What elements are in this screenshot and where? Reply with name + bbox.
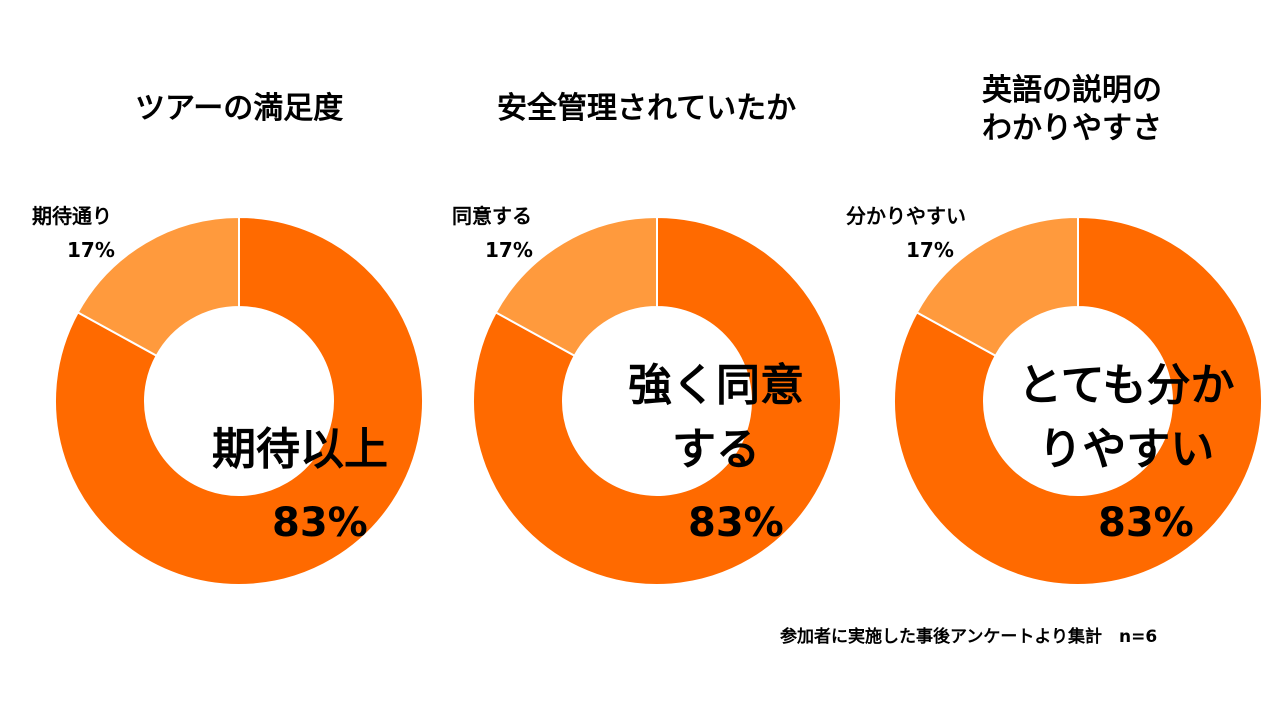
chart-3-title-line-2: わかりやすさ: [982, 111, 1162, 146]
chart-3-major-label-line-1: とても分か: [1018, 360, 1235, 411]
chart-3-title: 英語の説明の わかりやすさ: [982, 72, 1162, 148]
chart-1-title: ツアーの満足度: [135, 90, 343, 128]
chart-2-major-label-line-1: 強く同意: [628, 360, 804, 411]
chart-3-major-label: とても分か りやすい: [1018, 354, 1234, 482]
chart-3-major-label-line-2: りやすい: [1038, 424, 1215, 475]
chart-2-title-line-1: 安全管理されていたか: [497, 91, 797, 126]
chart-1-minor-pct: 17%: [67, 238, 115, 262]
chart-2-minor-label: 同意する: [452, 204, 532, 228]
chart-3-slice-1: [893, 215, 1263, 586]
chart-2-slice-1: [472, 215, 842, 586]
chart-1-slice-2: [76, 215, 240, 358]
chart-3-major-pct: 83%: [1098, 500, 1194, 546]
chart-1-major-label: 期待以上: [212, 418, 388, 482]
survey-footnote: 参加者に実施した事後アンケートより集計 n=6: [780, 627, 1158, 647]
chart-1-title-line-1: ツアーの満足度: [135, 91, 344, 126]
chart-3-minor-label: 分かりやすい: [846, 204, 966, 228]
chart-2-title: 安全管理されていたか: [497, 90, 796, 128]
chart-1-slice-1: [54, 215, 424, 586]
chart-3-slice-2: [915, 215, 1079, 358]
chart-1-minor-label: 期待通り: [32, 204, 112, 228]
chart-1-major-pct: 83%: [272, 500, 368, 546]
chart-2-slice-2: [494, 215, 658, 358]
chart-2-minor-pct: 17%: [485, 238, 533, 262]
chart-2-major-label: 強く同意 する: [628, 354, 804, 482]
chart-3-title-line-1: 英語の説明の: [982, 73, 1162, 108]
chart-2-major-label-line-2: する: [672, 424, 760, 475]
chart-3-minor-pct: 17%: [906, 238, 954, 262]
chart-1-major-label-line-1: 期待以上: [212, 424, 388, 475]
chart-2-major-pct: 83%: [688, 500, 784, 546]
